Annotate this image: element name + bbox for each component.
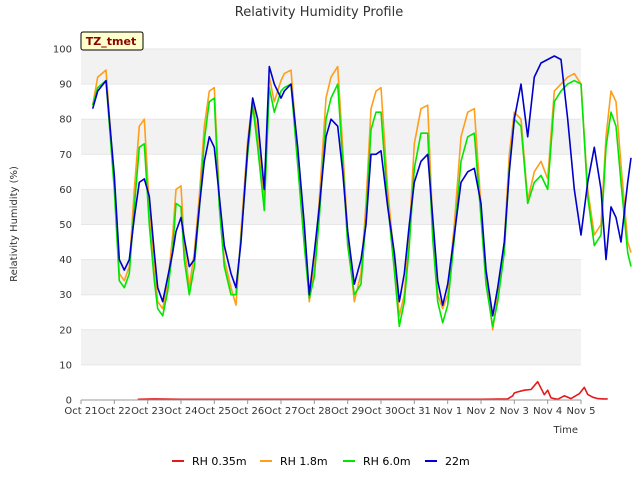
x-tick-label: Oct 24 xyxy=(164,406,197,417)
x-axis-title: Time xyxy=(553,425,578,436)
site-label-box xyxy=(80,31,144,51)
x-tick-label: Oct 26 xyxy=(231,406,264,417)
y-tick-label: 10 xyxy=(59,360,72,371)
x-tick-label: Oct 28 xyxy=(298,406,331,417)
legend-label: 22m xyxy=(445,455,470,468)
y-tick-label: 60 xyxy=(59,185,72,196)
x-tick-label: Oct 31 xyxy=(398,406,431,417)
x-tick-label: Oct 27 xyxy=(264,406,297,417)
x-tick-label: Oct 25 xyxy=(198,406,231,417)
series-line-22m xyxy=(91,55,632,317)
legend: RH 0.35m RH 1.8m RH 6.0m 22m xyxy=(172,455,470,468)
y-tick-label: 20 xyxy=(59,325,72,336)
grid-band xyxy=(81,119,581,155)
y-tick-label: 40 xyxy=(59,255,72,266)
x-tick-label: Nov 3 xyxy=(500,406,529,417)
y-tick-label: 80 xyxy=(59,115,72,126)
y-axis-title: Relativity Humidity (%) xyxy=(9,166,20,282)
legend-label: RH 1.8m xyxy=(280,455,328,468)
site-label-text: TZ_tmet xyxy=(86,35,136,48)
y-tick-label: 100 xyxy=(53,45,72,56)
y-tick-label: 50 xyxy=(59,220,72,231)
grid-band xyxy=(81,364,581,400)
legend-label: RH 0.35m xyxy=(192,455,247,468)
x-tick-label: Oct 29 xyxy=(331,406,364,417)
x-tick-label: Nov 4 xyxy=(533,406,562,417)
y-tick-label: 30 xyxy=(59,290,72,301)
x-tick-label: Nov 1 xyxy=(433,406,462,417)
y-tick-label: 70 xyxy=(59,150,72,161)
x-tick-label: Oct 30 xyxy=(364,406,397,417)
grid-band xyxy=(81,329,581,365)
series-lines xyxy=(91,55,632,401)
x-tick-label: Nov 2 xyxy=(466,406,495,417)
x-axis-ticks: Oct 21 Oct 22 Oct 23 Oct 24 Oct 25 Oct 26 Oct … xyxy=(64,400,596,417)
y-tick-label: 90 xyxy=(59,80,72,91)
series-line-rh-0-35m xyxy=(137,380,608,401)
x-tick-label: Oct 23 xyxy=(131,406,164,417)
y-axis-ticks: 0 10 20 30 40 50 60 70 80 90 100 xyxy=(53,45,72,407)
legend-label: RH 6.0m xyxy=(363,455,411,468)
grid-band xyxy=(81,154,581,190)
chart-title: Relativity Humidity Profile xyxy=(235,5,403,20)
site-label: TZ_tmet xyxy=(80,31,144,51)
x-tick-label: Oct 22 xyxy=(98,406,131,417)
grid-band xyxy=(81,189,581,225)
y-tick-label: 0 xyxy=(66,396,72,407)
grid-band xyxy=(81,224,581,260)
grid-band xyxy=(81,84,581,120)
x-tick-label: Oct 21 xyxy=(64,406,97,417)
x-tick-label: Nov 5 xyxy=(566,406,595,417)
series-line-rh-6-0m xyxy=(91,79,632,328)
